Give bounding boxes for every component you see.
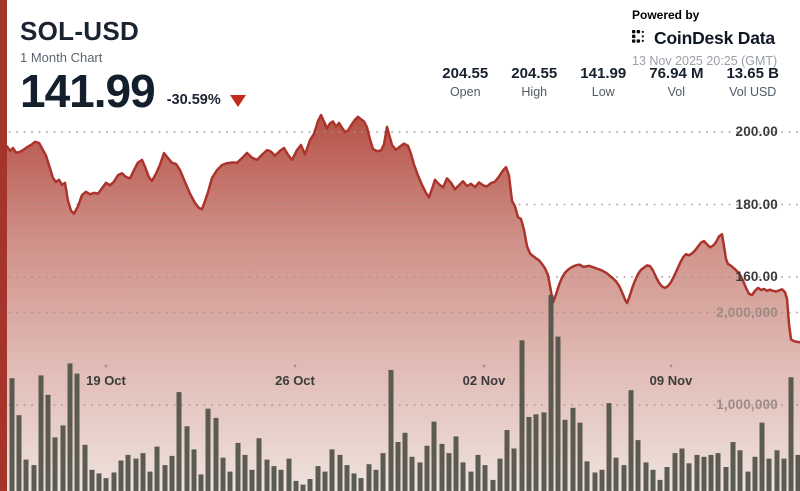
powered-by-label: Powered by bbox=[632, 8, 700, 22]
stat-open: 204.55 Open bbox=[442, 65, 488, 99]
header-right: Powered by CoinDesk Data bbox=[632, 8, 792, 68]
stats-row: 204.55 Open 204.55 High 141.99 Low 76.94… bbox=[442, 65, 779, 99]
stat-label: High bbox=[521, 85, 548, 99]
stat-label: Open bbox=[449, 85, 481, 99]
stat-volume-usd: 13.65 B Vol USD bbox=[726, 65, 779, 99]
stat-label: Vol bbox=[667, 85, 686, 99]
down-triangle-icon bbox=[229, 95, 246, 107]
stat-value: 204.55 bbox=[442, 65, 489, 82]
chart-timestamp: 13 Nov 2025 20:25 (GMT) bbox=[632, 54, 778, 68]
stat-label: Vol USD bbox=[729, 85, 777, 99]
stat-low: 141.99 Low bbox=[580, 65, 626, 99]
stat-value: 76.94 M bbox=[649, 65, 704, 82]
coindesk-brand-name: CoinDesk Data bbox=[654, 28, 775, 48]
coindesk-logo-icon bbox=[632, 30, 649, 47]
symbol-title: SOL-USD bbox=[20, 16, 140, 46]
header-left: SOL-USD 1 Month Chart 141.99 -30.59% bbox=[20, 16, 246, 115]
price-change-percent: -30.59% bbox=[166, 92, 221, 108]
stat-volume: 76.94 M Vol bbox=[649, 65, 703, 99]
stat-value: 141.99 bbox=[580, 65, 627, 82]
stat-value: 13.65 B bbox=[726, 65, 779, 82]
stat-high: 204.55 High bbox=[511, 65, 557, 99]
current-price: 141.99 bbox=[20, 65, 156, 117]
stat-label: Low bbox=[591, 85, 615, 99]
stat-value: 204.55 bbox=[511, 65, 558, 82]
coindesk-brand-link[interactable]: CoinDesk Data bbox=[632, 28, 792, 49]
chart-period-subtitle: 1 Month Chart bbox=[20, 50, 103, 65]
price-row: 141.99 -30.59% bbox=[20, 67, 246, 115]
